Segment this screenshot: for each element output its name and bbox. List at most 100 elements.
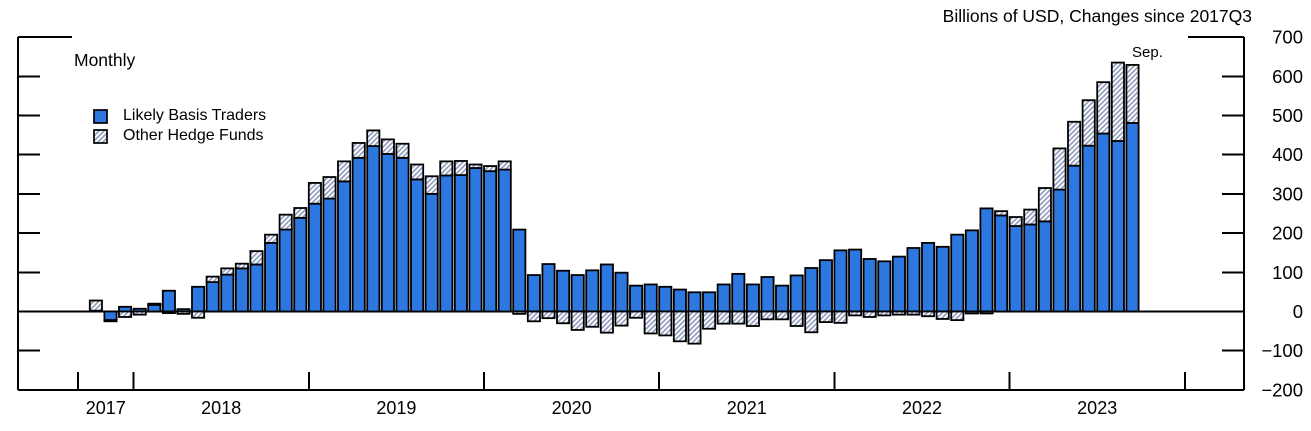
legend-swatch-likely-basis-traders — [93, 109, 108, 124]
y-axis-label: 500 — [1272, 105, 1303, 126]
bar-segment-other-hedge-funds — [1081, 99, 1096, 147]
bar-segment-other-hedge-funds — [337, 160, 352, 183]
bar-segment-other-hedge-funds — [278, 213, 293, 231]
bar-segment-other-hedge-funds — [293, 207, 308, 219]
bar-segment-other-hedge-funds — [103, 319, 118, 323]
last-bar-month-annotation: Sep. — [1132, 44, 1163, 61]
bar-segment-other-hedge-funds — [964, 310, 979, 315]
bar-segment-likely-basis-traders — [380, 153, 395, 313]
bar-segment-other-hedge-funds — [1110, 61, 1125, 142]
frequency-label: Monthly — [74, 50, 136, 70]
bar-segment-likely-basis-traders — [205, 281, 220, 313]
bar-segment-likely-basis-traders — [483, 170, 498, 313]
bar-segment-other-hedge-funds — [862, 310, 877, 318]
bar-segment-likely-basis-traders — [672, 288, 687, 313]
bar-segment-other-hedge-funds — [599, 310, 614, 334]
y-axis-label: 0 — [1293, 301, 1303, 322]
bar-segment-likely-basis-traders — [307, 202, 322, 313]
bar-segment-other-hedge-funds — [88, 299, 103, 312]
bar-segment-other-hedge-funds — [453, 160, 468, 176]
bar-segment-likely-basis-traders — [1023, 223, 1038, 313]
bar-segment-other-hedge-funds — [1067, 120, 1082, 167]
bar-segment-likely-basis-traders — [804, 267, 819, 313]
bar-segment-likely-basis-traders — [278, 228, 293, 313]
bar-segment-likely-basis-traders — [643, 283, 658, 313]
bar-segment-likely-basis-traders — [395, 156, 410, 313]
bar-segment-likely-basis-traders — [1110, 140, 1125, 313]
bar-segment-other-hedge-funds — [1023, 208, 1038, 226]
bar-segment-likely-basis-traders — [1037, 220, 1052, 313]
x-axis-year-label: 2021 — [727, 398, 767, 418]
x-axis-year-label: 2017 — [86, 398, 126, 418]
bar-segment-other-hedge-funds — [935, 310, 950, 320]
legend-item-likely-basis-traders: Likely Basis Traders — [123, 107, 267, 124]
bar-segment-likely-basis-traders — [745, 283, 760, 313]
bar-segment-likely-basis-traders — [322, 197, 337, 313]
y-axis-label: −100 — [1261, 340, 1303, 361]
axis-tick-labels: 700 600 500 400 300 200 100 0 −100 −200 2017 2018 20… — [86, 27, 1303, 418]
bar-segment-other-hedge-funds — [614, 310, 629, 327]
bar-segment-likely-basis-traders — [337, 180, 352, 313]
bar-segment-other-hedge-funds — [424, 175, 439, 195]
bar-segment-other-hedge-funds — [526, 310, 541, 323]
bar-segment-other-hedge-funds — [921, 310, 936, 318]
bar-segment-likely-basis-traders — [716, 283, 731, 313]
bar-segment-other-hedge-funds — [789, 310, 804, 327]
bar-segment-other-hedge-funds — [950, 310, 965, 322]
bar-segment-other-hedge-funds — [994, 210, 1009, 217]
bar-segment-other-hedge-funds — [1125, 64, 1140, 124]
bar-segment-likely-basis-traders — [147, 303, 162, 313]
bar-segment-likely-basis-traders — [1081, 144, 1096, 313]
bar-segment-likely-basis-traders — [935, 245, 950, 313]
bar-segment-likely-basis-traders — [702, 291, 717, 313]
bar-segment-likely-basis-traders — [453, 174, 468, 313]
bar-segment-other-hedge-funds — [833, 310, 848, 324]
bar-segment-likely-basis-traders — [775, 284, 790, 313]
bar-segment-other-hedge-funds — [220, 267, 235, 276]
bar-segment-likely-basis-traders — [234, 267, 249, 313]
bar-segment-other-hedge-funds — [979, 310, 994, 315]
legend-swatch-other-hedge-funds — [93, 129, 108, 144]
bar-segment-likely-basis-traders — [1096, 132, 1111, 313]
bar-segment-likely-basis-traders — [950, 233, 965, 313]
x-axis-year-label: 2022 — [902, 398, 942, 418]
bar-segment-likely-basis-traders — [191, 285, 206, 313]
y-axis-label: 700 — [1272, 27, 1303, 48]
y-axis-label: 200 — [1272, 223, 1303, 244]
bar-segment-other-hedge-funds — [205, 275, 220, 283]
bar-segment-other-hedge-funds — [702, 310, 717, 330]
bar-segment-likely-basis-traders — [877, 260, 892, 313]
bar-segment-other-hedge-funds — [760, 310, 775, 321]
bar-segment-other-hedge-funds — [585, 310, 600, 328]
bar-segment-other-hedge-funds — [351, 142, 366, 159]
bar-segment-likely-basis-traders — [556, 269, 571, 313]
bar-segment-likely-basis-traders — [1052, 188, 1067, 313]
bar-segment-other-hedge-funds — [1037, 187, 1052, 223]
bar-segment-other-hedge-funds — [818, 310, 833, 323]
bar-segment-likely-basis-traders — [862, 258, 877, 313]
bar-segment-likely-basis-traders — [760, 276, 775, 313]
bar-segment-likely-basis-traders — [964, 229, 979, 313]
bar-segment-likely-basis-traders — [526, 274, 541, 313]
bar-segment-likely-basis-traders — [979, 207, 994, 313]
bar-segment-likely-basis-traders — [731, 272, 746, 313]
bar-segment-other-hedge-funds — [483, 165, 498, 173]
bar-segment-other-hedge-funds — [191, 310, 206, 319]
bar-segment-other-hedge-funds — [804, 310, 819, 334]
y-axis-label: −200 — [1261, 379, 1303, 400]
bar-segment-likely-basis-traders — [906, 247, 921, 313]
bar-segment-other-hedge-funds — [264, 233, 279, 244]
bar-segment-other-hedge-funds — [322, 176, 337, 200]
bar-segment-likely-basis-traders — [351, 156, 366, 313]
y-axis-label: 600 — [1272, 66, 1303, 87]
bar-segment-likely-basis-traders — [994, 214, 1009, 313]
bar-segment-likely-basis-traders — [614, 271, 629, 313]
bar-segment-likely-basis-traders — [599, 263, 614, 313]
bar-segment-other-hedge-funds — [877, 310, 892, 317]
y-axis-label: 400 — [1272, 144, 1303, 165]
bar-segment-other-hedge-funds — [366, 129, 381, 147]
bar-segment-other-hedge-funds — [745, 310, 760, 327]
bar-segment-likely-basis-traders — [512, 228, 527, 313]
